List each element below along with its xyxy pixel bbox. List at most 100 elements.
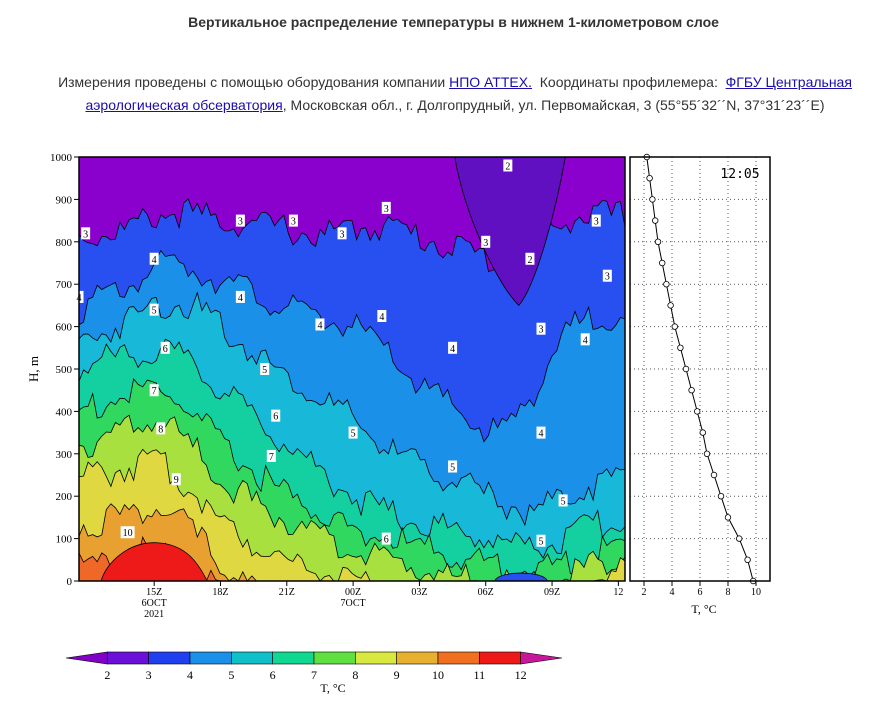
- profile-point: [652, 217, 659, 224]
- colorbar-tick-label: 11: [474, 668, 486, 682]
- x-tick-date: 6ОСТ: [142, 598, 167, 609]
- subtitle: Измерения проведены с помощью оборудован…: [40, 71, 870, 117]
- contour-label-box: [448, 460, 458, 473]
- contour-label: 3: [83, 229, 88, 240]
- colorbar-segment: [479, 651, 521, 665]
- y-tick-label: 900: [56, 194, 73, 206]
- contour-label: 5: [450, 463, 455, 474]
- contour-label: 6: [384, 535, 389, 546]
- height-axis: 0 100 200 300 400 500 600 700 800 900 1000: [50, 152, 79, 588]
- contour-label: 4: [238, 293, 243, 304]
- colorbar-segment: [437, 651, 480, 665]
- contour-label-box: [381, 201, 391, 214]
- contour-label-box: [149, 303, 159, 316]
- contour-label-box: [381, 532, 391, 545]
- contour-label: 4: [317, 320, 322, 331]
- x-tick-label: 03Z: [411, 587, 427, 598]
- profile-x-tick-label: 8: [726, 587, 731, 598]
- contour-label: 5: [262, 365, 267, 376]
- y-tick-label: 1000: [50, 152, 73, 164]
- profile-point: [699, 429, 706, 436]
- profile-x-label: T, °C: [691, 602, 716, 616]
- x-tick-label: 09Z: [544, 587, 560, 598]
- x-tick-label: 15Z: [146, 587, 162, 598]
- x-tick-label: 18Z: [212, 587, 228, 598]
- y-tick-label: 200: [56, 491, 73, 503]
- contour-label: 5: [539, 537, 544, 548]
- contour-label-box: [580, 333, 590, 346]
- contour-label-box: [156, 422, 166, 435]
- profile-x-tick-label: 2: [642, 587, 647, 598]
- profile-point: [659, 259, 666, 267]
- profile-point: [654, 238, 662, 245]
- page-title: Вертикальное распределение температуры в…: [188, 14, 719, 30]
- height-axis-label: H, m: [26, 356, 41, 382]
- profile-point: [736, 535, 743, 542]
- contour-label-box: [260, 363, 270, 375]
- profile-point: [649, 196, 656, 203]
- profile-point: [688, 387, 695, 394]
- profile-point: [694, 408, 701, 415]
- company-link[interactable]: НПО АТТЕХ.: [449, 74, 532, 90]
- profile-point: [667, 302, 674, 309]
- contour-label-box: [536, 426, 546, 439]
- profile-point: [646, 174, 653, 182]
- contour-label-box: [171, 473, 181, 486]
- profile-point: [677, 344, 684, 351]
- contour-label-box: [536, 322, 546, 335]
- contour-label-box: [315, 318, 325, 331]
- contour-label: 3: [594, 217, 599, 228]
- profile-point: [682, 365, 690, 373]
- contour-label: 5: [351, 429, 356, 440]
- contour-label-box: [503, 159, 513, 172]
- contour-label-box: [525, 252, 535, 265]
- contour-label-box: [288, 214, 298, 227]
- contour-label-box: [558, 494, 568, 507]
- y-tick-label: 800: [56, 237, 73, 249]
- contour-label: 5: [561, 496, 566, 507]
- y-tick-label: 500: [56, 364, 73, 376]
- y-tick-label: 300: [56, 449, 73, 461]
- subtitle-suffix: , Московская обл., г. Долгопрудный, ул. …: [282, 97, 825, 113]
- colorbar-segment: [148, 651, 191, 665]
- y-tick-label: 400: [56, 406, 73, 418]
- colorbar-segment: [355, 651, 397, 665]
- contour-label: 9: [174, 475, 179, 486]
- x-tick-label: 12: [613, 587, 623, 598]
- contour-label-box: [448, 341, 458, 354]
- colorbar-arrow-right: [520, 651, 563, 665]
- temperature-profile-panel: 2 4 6 8 10: [630, 153, 770, 598]
- profile-point: [703, 450, 711, 457]
- x-tick-label: 00Z: [345, 587, 361, 598]
- contour-label-box: [348, 426, 358, 439]
- colorbar-tick-label: 6: [270, 668, 276, 682]
- band-above-12: [100, 542, 208, 582]
- contour-label: 4: [539, 429, 544, 440]
- contour-label-box: [160, 341, 170, 354]
- contour-label: 7: [152, 386, 157, 397]
- contour-label: 4: [379, 312, 384, 323]
- subtitle-prefix: Измерения проведены с помощью оборудован…: [58, 74, 450, 90]
- profile-point: [710, 471, 718, 479]
- colorbar-segment: [272, 651, 315, 665]
- contour-label-box: [120, 526, 135, 539]
- contour-label: 3: [340, 229, 345, 240]
- band-2-3-pocket: [454, 156, 566, 306]
- colorbar-arrow-left: [65, 651, 108, 665]
- contour-label-box: [81, 227, 91, 240]
- contour-label: 2: [527, 255, 532, 266]
- contour-label: 3: [483, 238, 488, 249]
- observatory-link-2[interactable]: аэрологическая обсерватория: [85, 97, 283, 113]
- contour-label: 5: [152, 306, 157, 317]
- colorbar-segment: [189, 651, 232, 665]
- contour-label-box: [266, 449, 276, 462]
- y-tick-label: 100: [56, 534, 73, 546]
- contour-label: 4: [450, 344, 455, 355]
- contour-label-box: [377, 310, 387, 322]
- profile-frame: [629, 156, 771, 582]
- profile-point: [663, 281, 670, 288]
- observatory-link-1[interactable]: ФГБУ Центральная: [725, 74, 852, 90]
- y-tick-label: 0: [67, 576, 73, 588]
